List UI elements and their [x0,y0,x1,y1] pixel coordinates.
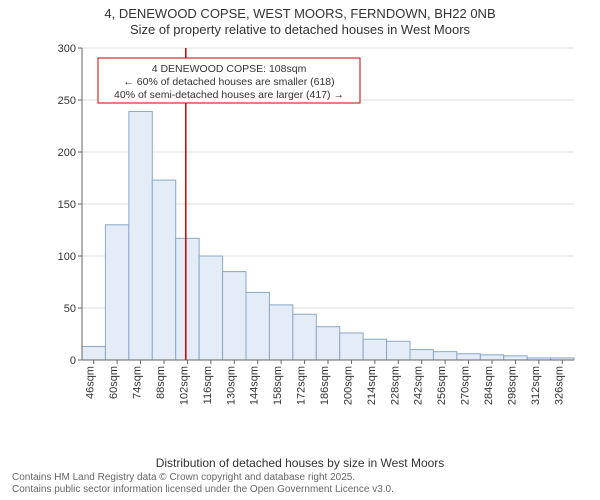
svg-text:300: 300 [58,43,76,55]
svg-text:0: 0 [70,355,76,367]
svg-text:158sqm: 158sqm [272,366,284,405]
x-axis-label: Distribution of detached houses by size … [0,456,600,470]
svg-text:40% of semi-detached houses ar: 40% of semi-detached houses are larger (… [114,89,344,101]
footer-line-1: Contains HM Land Registry data © Crown c… [12,472,394,484]
chart-title: 4, DENEWOOD COPSE, WEST MOORS, FERNDOWN,… [10,6,590,22]
svg-text:200sqm: 200sqm [342,366,354,405]
svg-text:4 DENEWOOD COPSE: 108sqm: 4 DENEWOOD COPSE: 108sqm [152,63,307,75]
svg-text:250: 250 [58,95,76,107]
svg-text:88sqm: 88sqm [155,366,167,399]
svg-text:270sqm: 270sqm [460,366,472,405]
svg-text:214sqm: 214sqm [366,366,378,405]
footer-line-2: Contains public sector information licen… [12,484,394,496]
svg-text:50: 50 [64,303,76,315]
svg-text:228sqm: 228sqm [389,366,401,405]
chart-container: 4, DENEWOOD COPSE, WEST MOORS, FERNDOWN,… [0,0,600,500]
svg-text:← 60% of detached houses are s: ← 60% of detached houses are smaller (61… [123,76,334,88]
svg-text:312sqm: 312sqm [530,366,542,405]
svg-text:298sqm: 298sqm [506,366,518,405]
svg-text:326sqm: 326sqm [553,366,565,405]
chart-subtitle: Size of property relative to detached ho… [10,22,590,38]
svg-text:100: 100 [58,251,76,263]
svg-text:186sqm: 186sqm [319,366,331,405]
svg-text:172sqm: 172sqm [296,366,308,405]
svg-text:242sqm: 242sqm [413,366,425,405]
svg-text:150: 150 [58,199,76,211]
svg-text:144sqm: 144sqm [249,366,261,405]
svg-text:256sqm: 256sqm [436,366,448,405]
svg-text:284sqm: 284sqm [483,366,495,405]
histogram-svg: 0 50 100 150 200 250 300 46sqm 60sqm 74sqm 88sqm 10… [52,42,580,420]
svg-text:200: 200 [58,147,76,159]
svg-text:60sqm: 60sqm [108,366,120,399]
svg-text:102sqm: 102sqm [178,366,190,405]
svg-text:130sqm: 130sqm [225,366,237,405]
svg-text:116sqm: 116sqm [202,366,214,404]
svg-text:46sqm: 46sqm [85,366,97,399]
chart-plot-area: 0 50 100 150 200 250 300 46sqm 60sqm 74sqm 88sqm 10… [52,42,580,420]
footer-attribution: Contains HM Land Registry data © Crown c… [12,472,394,496]
svg-text:74sqm: 74sqm [132,366,144,399]
